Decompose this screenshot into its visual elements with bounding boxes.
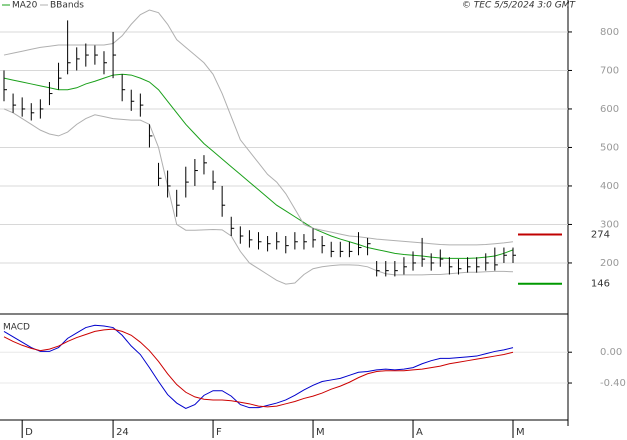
y-tick-label: 400 (600, 181, 619, 192)
x-tick-label: M (516, 427, 525, 438)
y-tick-label: 800 (600, 27, 619, 38)
y-tick-label: 700 (600, 65, 619, 76)
band-lower (3, 108, 514, 285)
x-tick-label: 24 (116, 427, 129, 438)
y-tick-label: 0.00 (600, 347, 622, 358)
level-label: 274 (591, 229, 610, 240)
legend-label: BBands (50, 1, 84, 11)
legend-label: MA20 (12, 1, 38, 11)
x-tick-label: F (216, 427, 222, 438)
ma-line (3, 73, 514, 259)
level-label: 146 (591, 279, 610, 290)
macd-line (3, 328, 514, 408)
x-tick-label: M (316, 427, 325, 438)
y-tick-label: 200 (600, 258, 619, 269)
y-tick-label: -0.40 (600, 378, 626, 389)
y-tick-label: 600 (600, 104, 619, 115)
credit: © TEC 5/5/2024 3:0 GMT (462, 1, 577, 11)
x-tick-label: D (25, 427, 33, 438)
y-tick-label: 300 (600, 219, 619, 230)
panel-title: MACD (3, 323, 30, 333)
y-tick-label: 500 (600, 142, 619, 153)
band-upper (3, 9, 514, 246)
macd-line (3, 324, 514, 410)
x-tick-label: A (416, 427, 423, 438)
